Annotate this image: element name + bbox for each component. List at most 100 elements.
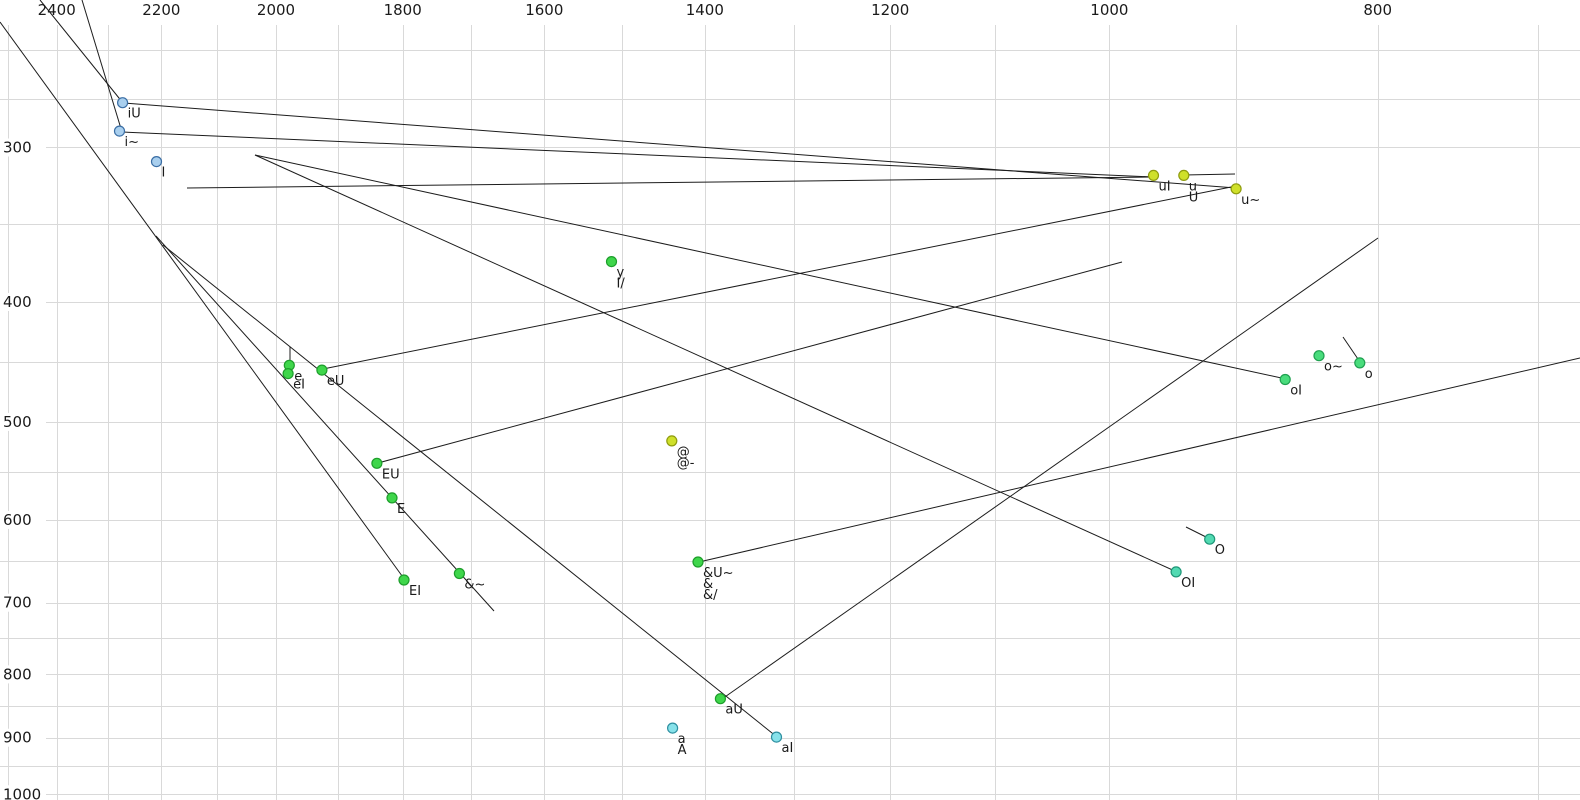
vowel-point-aI bbox=[770, 731, 783, 743]
f2-tick-label-1200: 1200 bbox=[871, 1, 909, 19]
trajectory-line-7 bbox=[254, 154, 1287, 380]
f2-tick-label-800: 800 bbox=[1363, 1, 1392, 19]
vowel-label-oI: oI bbox=[1290, 384, 1302, 399]
trajectory-line-5 bbox=[1183, 173, 1236, 176]
f2-tick-label-1600: 1600 bbox=[525, 1, 563, 19]
vowel-label-O: O bbox=[1215, 543, 1225, 558]
vowel-label-u: u bbox=[1189, 179, 1197, 194]
vowel-label-u~: u~ bbox=[1241, 193, 1260, 208]
vowel-point-&U~ bbox=[692, 556, 704, 568]
f1-tick-label-900: 900 bbox=[3, 729, 32, 747]
f1-tick-backing-500 bbox=[0, 412, 46, 431]
vowel-label-iU: iU bbox=[128, 107, 141, 122]
trajectory-line-15 bbox=[1342, 336, 1361, 363]
f2-tick-label-1800: 1800 bbox=[384, 1, 422, 19]
f1-axis-labels: 300 400 500 600 700 800 900 1000 bbox=[0, 138, 46, 800]
trajectory-line-14 bbox=[721, 237, 1379, 700]
trajectory-line-8 bbox=[0, 21, 406, 581]
f1-tick-backing-300 bbox=[0, 138, 46, 157]
f2-tick-label-2000: 2000 bbox=[257, 1, 295, 19]
trajectory-line-0 bbox=[39, 0, 124, 104]
f1-tick-label-300: 300 bbox=[3, 139, 32, 157]
vowel-point-oI bbox=[1279, 373, 1291, 386]
vowel-labels: iU i~ IyI/eeI eU EU E EI &~ @@- &U~&&/ aU aA aI uI uU u… bbox=[125, 107, 1373, 758]
f1-tick-label-400: 400 bbox=[3, 293, 32, 311]
trajectory-line-4 bbox=[186, 176, 1155, 189]
vowel-label-eI: eI bbox=[293, 378, 305, 393]
vowel-point-@ bbox=[666, 435, 678, 447]
vowel-point-a bbox=[666, 722, 679, 734]
f1-tick-backing-600 bbox=[0, 510, 46, 529]
vowel-point-o bbox=[1354, 357, 1366, 369]
f1-tick-label-500: 500 bbox=[3, 413, 32, 431]
vowel-point-aU bbox=[714, 693, 727, 705]
trajectory-line-10 bbox=[162, 244, 778, 738]
vowel-point-iU bbox=[116, 97, 129, 109]
vowel-label-y: y bbox=[617, 266, 625, 281]
vowel-label-e: e bbox=[294, 369, 302, 384]
vowel-label-eU: eU bbox=[327, 374, 345, 389]
vowel-label-o: o bbox=[1365, 367, 1373, 382]
vowel-point-i~ bbox=[113, 125, 126, 137]
vowel-point-u bbox=[1178, 169, 1190, 181]
vowel-label-EU: EU bbox=[382, 467, 400, 482]
vowel-label-&U~-1: & bbox=[703, 577, 713, 592]
vowel-label-a-1: A bbox=[678, 743, 687, 758]
vowel-label-y-1: I/ bbox=[617, 277, 626, 292]
trajectory-line-12 bbox=[377, 261, 1123, 464]
vowel-label-&U~-2: &/ bbox=[703, 588, 718, 603]
vowel-label-i~: i~ bbox=[125, 135, 140, 150]
f1-tick-label-1000: 1000 bbox=[3, 785, 41, 800]
vowel-label-&U~: &U~ bbox=[703, 566, 734, 581]
trajectory-line-3 bbox=[121, 131, 1155, 178]
vowel-point-I bbox=[150, 156, 163, 168]
vowel-label-a: a bbox=[678, 732, 686, 747]
f1-tick-label-600: 600 bbox=[3, 511, 32, 529]
vowel-point-u~ bbox=[1230, 183, 1242, 195]
vowel-label-&~: &~ bbox=[464, 578, 485, 593]
f1-tick-backing-900 bbox=[0, 728, 46, 747]
vowel-label-o~: o~ bbox=[1324, 360, 1343, 375]
f2-tick-label-1400: 1400 bbox=[686, 1, 724, 19]
f1-tick-backing-1000 bbox=[0, 785, 46, 800]
vowel-label-E: E bbox=[397, 502, 405, 517]
f1-tick-label-700: 700 bbox=[3, 594, 32, 612]
vowel-point-OI bbox=[1170, 566, 1182, 578]
vowel-point-EU bbox=[371, 457, 383, 469]
vowel-point-y bbox=[605, 256, 618, 268]
f2-tick-label-2400: 2400 bbox=[38, 1, 76, 19]
f1-tick-label-800: 800 bbox=[3, 665, 32, 683]
vowel-points bbox=[113, 97, 1366, 743]
f1-tick-backing-400 bbox=[0, 293, 46, 311]
vowel-point-E bbox=[386, 492, 398, 504]
vowel-label-OI: OI bbox=[1181, 576, 1195, 591]
trajectory-line-1 bbox=[81, 0, 123, 133]
vowel-label-I: I bbox=[162, 166, 166, 181]
vowel-label-u-1: U bbox=[1189, 190, 1199, 205]
trajectory-line-6 bbox=[254, 154, 1178, 573]
trajectory-line-2 bbox=[122, 102, 1237, 189]
vowel-label-aU: aU bbox=[725, 703, 742, 718]
vowel-point-eU bbox=[316, 364, 328, 376]
vowel-point-uI bbox=[1147, 169, 1160, 181]
trajectory-lines bbox=[0, 0, 1580, 738]
f1-tick-backing-700 bbox=[0, 593, 46, 612]
trajectory-line-11 bbox=[322, 185, 1237, 370]
vowel-label-aI: aI bbox=[782, 741, 794, 756]
trajectory-line-13 bbox=[698, 357, 1580, 563]
vowel-point-O bbox=[1204, 533, 1216, 545]
trajectory-line-9 bbox=[155, 235, 495, 612]
vowel-label-uI: uI bbox=[1159, 179, 1171, 194]
vowel-point-&~ bbox=[453, 567, 465, 580]
f2-tick-label-1000: 1000 bbox=[1090, 1, 1128, 19]
vowel-label-EI: EI bbox=[409, 584, 421, 599]
vowel-label-@-1: @- bbox=[677, 456, 695, 471]
vowel-point-o~ bbox=[1313, 350, 1325, 362]
f2-tick-label-2200: 2200 bbox=[142, 1, 180, 19]
f1-tick-backing-800 bbox=[0, 665, 46, 684]
gridlines bbox=[0, 25, 1580, 800]
vowel-point-EI bbox=[398, 574, 410, 586]
